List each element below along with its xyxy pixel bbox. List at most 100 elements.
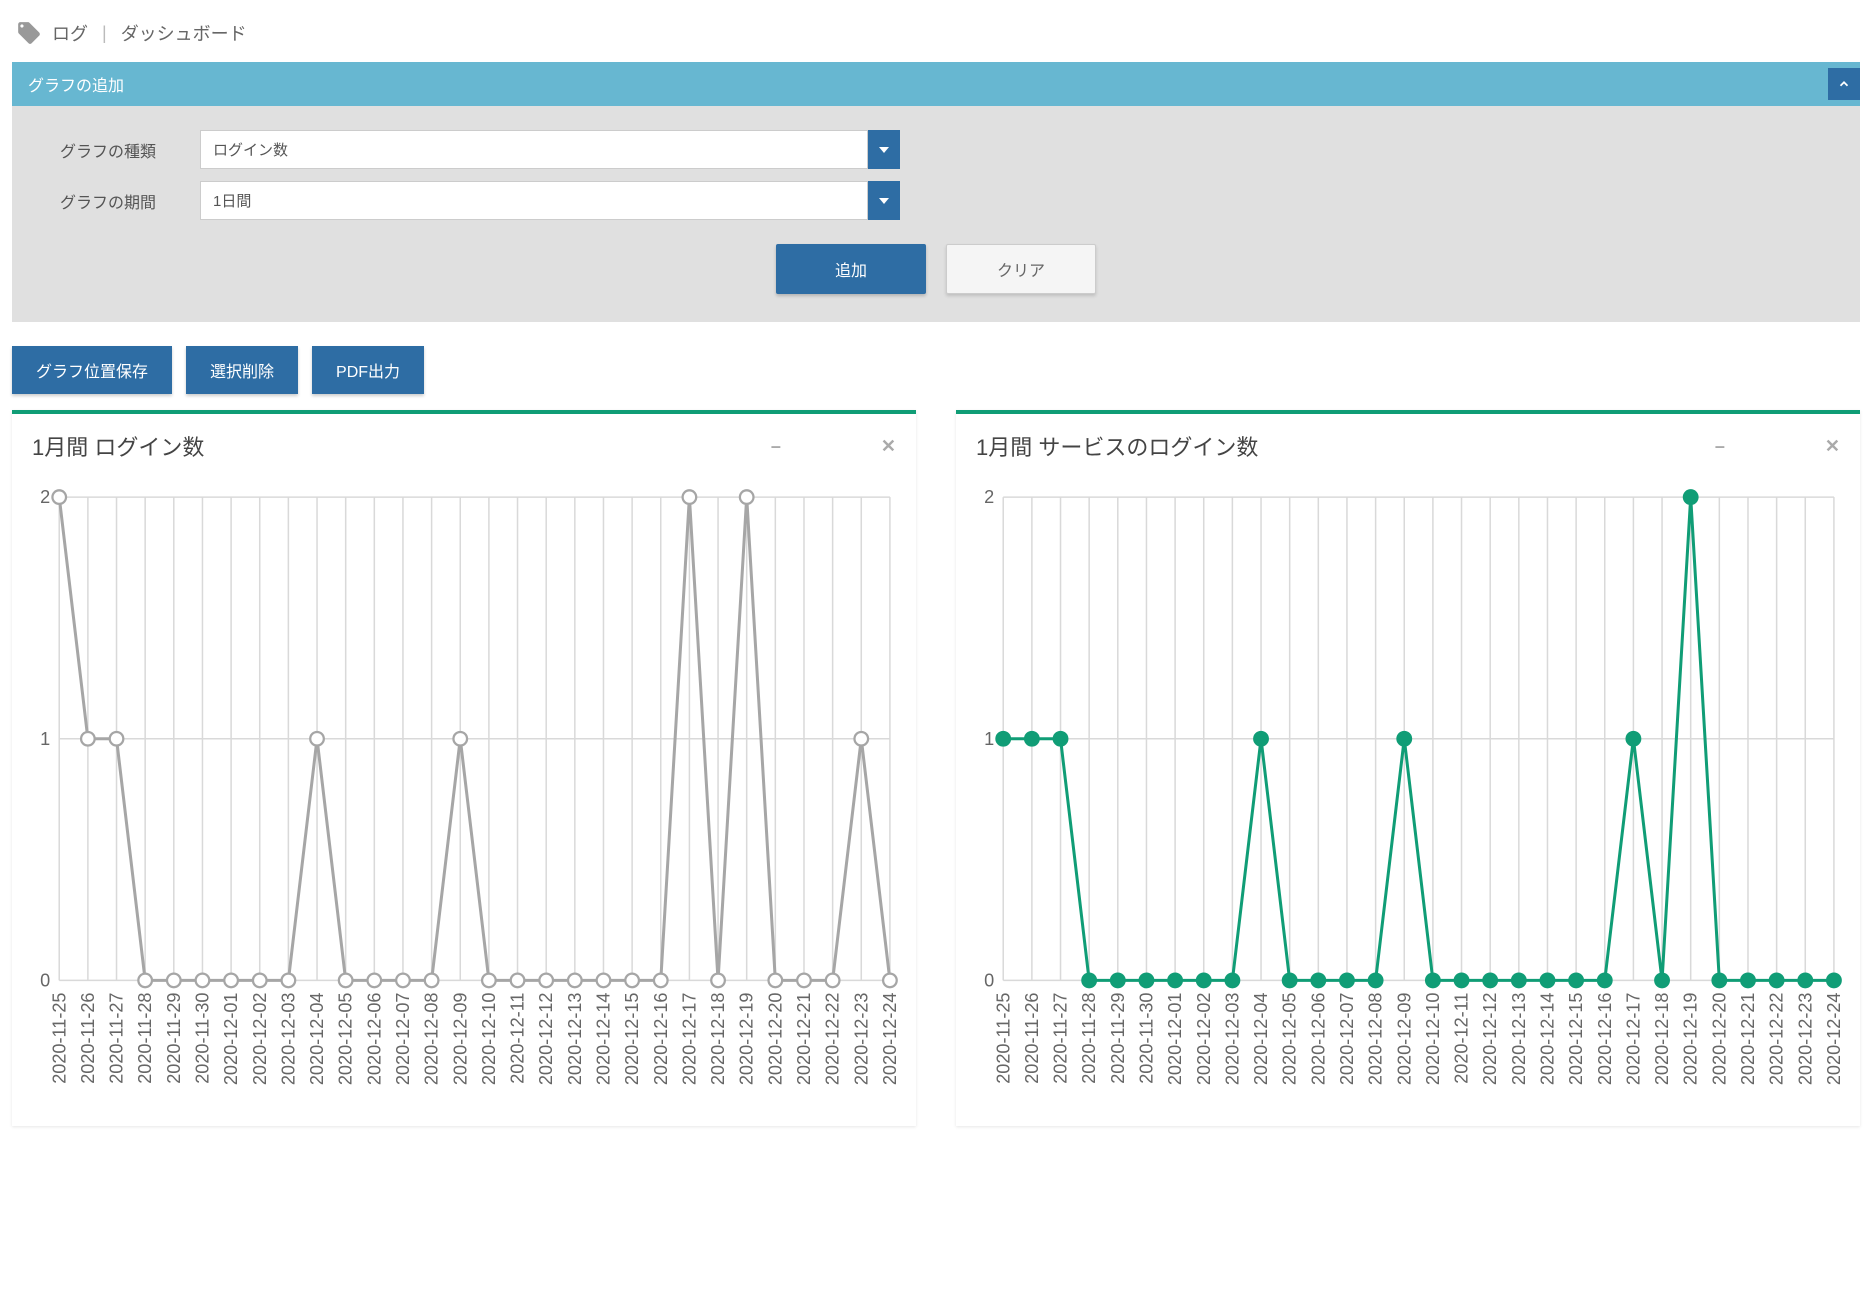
- panel-header: グラフの追加: [12, 62, 1860, 106]
- chart-panel: 1月間 サービスのログイン数–✕0122020-11-252020-11-262…: [956, 410, 1860, 1126]
- chart-controls: –✕: [1715, 436, 1840, 457]
- chart-body: 0122020-11-252020-11-262020-11-272020-11…: [956, 470, 1860, 1126]
- svg-text:2020-12-17: 2020-12-17: [1623, 992, 1643, 1085]
- svg-text:2020-12-23: 2020-12-23: [1795, 992, 1815, 1085]
- chart-panel: 1月間 ログイン数–✕0122020-11-252020-11-262020-1…: [12, 410, 916, 1126]
- svg-text:2020-12-06: 2020-12-06: [1308, 992, 1328, 1085]
- graph-type-dropdown-button[interactable]: [868, 130, 900, 169]
- graph-period-dropdown-button[interactable]: [868, 181, 900, 220]
- svg-text:0: 0: [40, 970, 50, 990]
- svg-text:2020-12-19: 2020-12-19: [737, 992, 757, 1085]
- close-icon[interactable]: ✕: [881, 436, 896, 457]
- svg-text:2020-12-01: 2020-12-01: [221, 992, 241, 1085]
- close-icon[interactable]: ✕: [1825, 436, 1840, 457]
- svg-text:2: 2: [984, 487, 994, 507]
- svg-text:2020-12-07: 2020-12-07: [1337, 992, 1357, 1085]
- breadcrumb: ログ | ダッシュボード: [12, 12, 1860, 62]
- svg-text:2020-11-27: 2020-11-27: [107, 992, 127, 1083]
- graph-period-label: グラフの期間: [60, 189, 200, 213]
- save-position-button[interactable]: グラフ位置保存: [12, 346, 172, 394]
- svg-text:2020-12-09: 2020-12-09: [450, 992, 470, 1085]
- svg-text:2020-11-26: 2020-11-26: [1022, 992, 1042, 1083]
- add-graph-panel: グラフの追加 グラフの種類 ログイン数 グラフの期間 1日間: [12, 62, 1860, 322]
- svg-text:2020-11-25: 2020-11-25: [993, 992, 1013, 1083]
- svg-text:2020-12-22: 2020-12-22: [823, 992, 843, 1085]
- svg-text:2020-12-22: 2020-12-22: [1767, 992, 1787, 1085]
- chart-header: 1月間 サービスのログイン数–✕: [956, 414, 1860, 470]
- svg-text:2020-11-25: 2020-11-25: [49, 992, 69, 1083]
- add-button[interactable]: 追加: [776, 244, 926, 294]
- svg-text:2020-12-12: 2020-12-12: [536, 992, 556, 1085]
- svg-text:2020-11-28: 2020-11-28: [1079, 992, 1099, 1083]
- svg-text:2020-11-29: 2020-11-29: [1108, 992, 1128, 1083]
- svg-text:2020-12-11: 2020-12-11: [1452, 992, 1472, 1083]
- chart-header: 1月間 ログイン数–✕: [12, 414, 916, 470]
- chart-body: 0 1 2 2020-11-25 2020-11-26 2020-11-27 2020-11…: [12, 470, 916, 1126]
- svg-text:2020-12-01: 2020-12-01: [1165, 992, 1185, 1085]
- breadcrumb-sep: |: [102, 23, 107, 44]
- svg-text:2020-12-10: 2020-12-10: [479, 992, 499, 1085]
- svg-text:2020-12-14: 2020-12-14: [594, 992, 614, 1085]
- svg-text:2: 2: [40, 487, 50, 507]
- svg-text:2020-12-06: 2020-12-06: [364, 992, 384, 1085]
- svg-text:2020-12-17: 2020-12-17: [679, 992, 699, 1085]
- svg-text:2020-12-21: 2020-12-21: [1738, 992, 1758, 1085]
- minimize-icon[interactable]: –: [1715, 436, 1725, 457]
- svg-text:2020-12-21: 2020-12-21: [794, 992, 814, 1085]
- breadcrumb-log[interactable]: ログ: [52, 20, 88, 46]
- caret-down-icon: [879, 196, 889, 206]
- svg-text:2020-11-30: 2020-11-30: [1136, 992, 1156, 1083]
- breadcrumb-dashboard[interactable]: ダッシュボード: [121, 20, 247, 46]
- delete-selection-button[interactable]: 選択削除: [186, 346, 298, 394]
- line-chart: 0122020-11-252020-11-262020-11-272020-11…: [970, 482, 1846, 1116]
- panel-body: グラフの種類 ログイン数 グラフの期間 1日間 追加: [12, 106, 1860, 322]
- svg-text:2020-12-13: 2020-12-13: [565, 992, 585, 1085]
- graph-type-select[interactable]: ログイン数: [200, 130, 868, 169]
- chart-controls: –✕: [771, 436, 896, 457]
- svg-text:2020-12-04: 2020-12-04: [1251, 992, 1271, 1085]
- collapse-button[interactable]: [1828, 68, 1860, 100]
- svg-text:2020-12-16: 2020-12-16: [1595, 992, 1615, 1085]
- charts-container: 1月間 ログイン数–✕0122020-11-252020-11-262020-1…: [12, 410, 1860, 1126]
- svg-text:1: 1: [40, 729, 50, 749]
- graph-period-row: グラフの期間 1日間: [60, 181, 1812, 220]
- svg-text:2020-12-24: 2020-12-24: [1824, 992, 1844, 1085]
- svg-text:2020-12-04: 2020-12-04: [307, 992, 327, 1085]
- svg-text:2020-12-11: 2020-12-11: [508, 992, 528, 1083]
- svg-text:2020-12-18: 2020-12-18: [708, 992, 728, 1085]
- svg-text:2020-12-05: 2020-12-05: [336, 992, 356, 1085]
- svg-text:2020-12-05: 2020-12-05: [1280, 992, 1300, 1085]
- svg-text:2020-11-30: 2020-11-30: [192, 992, 212, 1083]
- svg-text:2020-12-20: 2020-12-20: [765, 992, 785, 1085]
- action-bar: グラフ位置保存 選択削除 PDF出力: [12, 346, 1860, 394]
- svg-text:2020-12-07: 2020-12-07: [393, 992, 413, 1085]
- chevron-up-icon: [1837, 77, 1851, 91]
- svg-text:2020-12-14: 2020-12-14: [1538, 992, 1558, 1085]
- svg-text:2020-12-18: 2020-12-18: [1652, 992, 1672, 1085]
- pdf-export-button[interactable]: PDF出力: [312, 346, 424, 394]
- svg-text:2020-12-15: 2020-12-15: [1566, 992, 1586, 1085]
- svg-text:2020-12-03: 2020-12-03: [278, 992, 298, 1085]
- svg-text:2020-12-12: 2020-12-12: [1480, 992, 1500, 1085]
- line-chart: 0 1 2 2020-11-25 2020-11-26 2020-11-27 2020-11…: [26, 482, 902, 1116]
- svg-text:2020-12-02: 2020-12-02: [250, 992, 270, 1085]
- graph-type-row: グラフの種類 ログイン数: [60, 130, 1812, 169]
- panel-button-row: 追加 クリア: [60, 244, 1812, 294]
- svg-text:2020-12-24: 2020-12-24: [880, 992, 900, 1085]
- graph-period-select[interactable]: 1日間: [200, 181, 868, 220]
- svg-text:2020-11-27: 2020-11-27: [1051, 992, 1071, 1083]
- clear-button[interactable]: クリア: [946, 244, 1096, 294]
- svg-text:2020-12-15: 2020-12-15: [622, 992, 642, 1085]
- chart-title: 1月間 ログイン数: [32, 430, 771, 462]
- svg-text:2020-11-26: 2020-11-26: [78, 992, 98, 1083]
- minimize-icon[interactable]: –: [771, 436, 781, 457]
- svg-text:2020-12-08: 2020-12-08: [1366, 992, 1386, 1085]
- caret-down-icon: [879, 145, 889, 155]
- svg-text:2020-12-02: 2020-12-02: [1194, 992, 1214, 1085]
- tag-icon: [16, 20, 42, 46]
- svg-text:2020-12-09: 2020-12-09: [1394, 992, 1414, 1085]
- svg-text:2020-12-23: 2020-12-23: [851, 992, 871, 1085]
- graph-type-label: グラフの種類: [60, 138, 200, 162]
- svg-text:2020-12-08: 2020-12-08: [422, 992, 442, 1085]
- panel-title: グラフの追加: [28, 72, 124, 96]
